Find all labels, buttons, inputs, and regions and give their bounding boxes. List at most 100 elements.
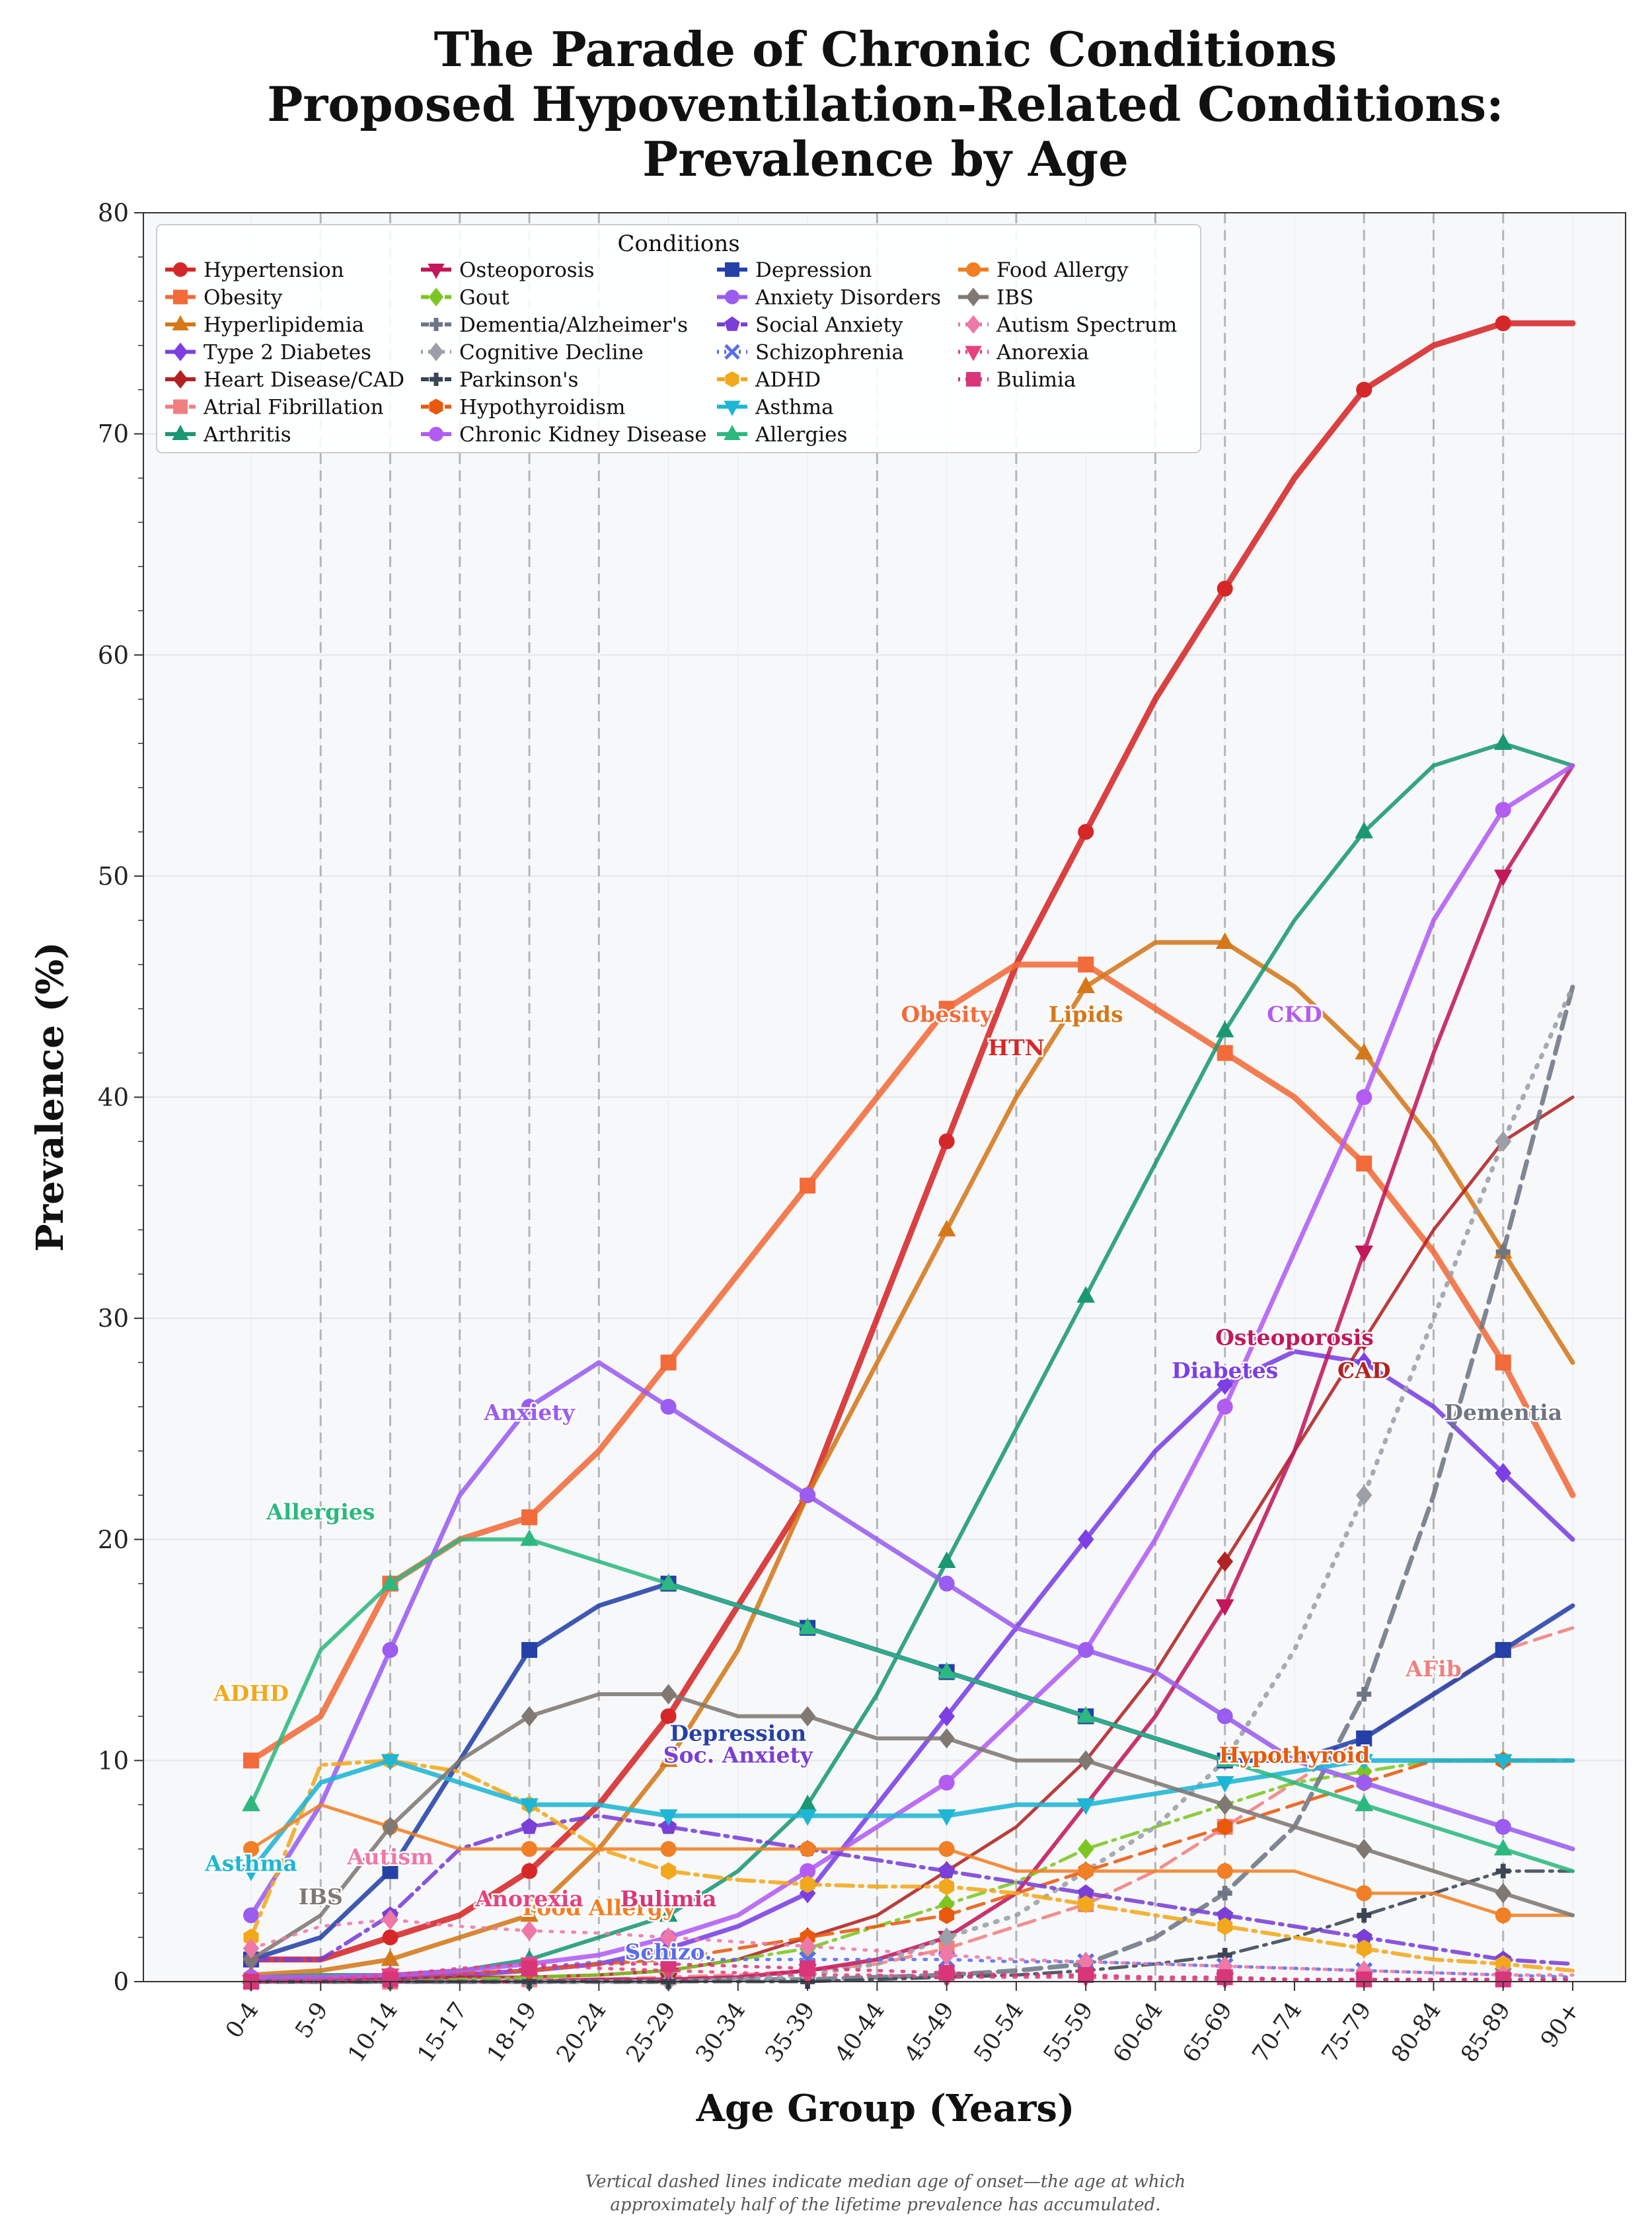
point-ibs: [1495, 1883, 1512, 1904]
x-tick-label: 90+: [1536, 1997, 1585, 2052]
legend-item-gout: Gout: [421, 286, 509, 310]
legend-label-parkinson-s: Parkinson's: [459, 368, 578, 392]
point-type-2-diabetes: [1077, 1529, 1094, 1550]
legend-label-anorexia: Anorexia: [996, 341, 1089, 365]
x-tick-label: 30-34: [691, 1997, 751, 2068]
point-type-2-diabetes: [938, 1706, 955, 1727]
x-tick-label: 50-54: [969, 1997, 1030, 2068]
x-tick-label: 70-74: [1248, 1997, 1308, 2068]
y-tick-label: 20: [98, 1526, 129, 1554]
point-obesity: [521, 1509, 538, 1526]
point-depression: [1356, 1730, 1372, 1746]
legend-marker-parkinson-s: [430, 373, 443, 386]
series-hypertension: [243, 315, 1576, 1968]
point-hypothyroidism: [939, 1906, 955, 1924]
point-heart-disease-cad: [1217, 1551, 1233, 1572]
annotation-bulimia: Bulimia: [620, 1886, 717, 1912]
series-line-hypertension: [248, 320, 1576, 1962]
point-hypertension: [521, 1863, 538, 1879]
x-tick-label: 45-49: [899, 1997, 959, 2068]
point-hypertension: [382, 1929, 398, 1946]
x-tick-label: 60-64: [1108, 1997, 1168, 2068]
point-hypertension: [1356, 381, 1372, 398]
series-asthma: [242, 1754, 1575, 1881]
point-allergies: [520, 1529, 539, 1546]
series-line-anxiety-disorders: [248, 1360, 1575, 1918]
point-food-allergy: [660, 1841, 677, 1857]
point-asthma: [659, 1809, 678, 1826]
legend-label-type-2-diabetes: Type 2 Diabetes: [204, 341, 371, 365]
point-parkinson-s: [1495, 1863, 1511, 1879]
point-arthritis: [659, 1905, 678, 1922]
point-gout: [1077, 1838, 1094, 1859]
point-adhd: [661, 1862, 677, 1880]
legend-item-food-allergy: Food Allergy: [958, 258, 1129, 282]
point-dementia-alzheimer-s: [1495, 1244, 1511, 1259]
point-asthma: [1076, 1798, 1095, 1815]
legend-label-arthritis: Arthritis: [203, 423, 291, 447]
legend-item-hypothyroidism: Hypothyroidism: [421, 396, 625, 420]
point-ibs: [1355, 1838, 1372, 1859]
point-autism-spectrum: [382, 1909, 398, 1930]
point-arthritis: [1355, 821, 1374, 839]
point-adhd: [800, 1875, 815, 1894]
series-ibs: [243, 1684, 1575, 1970]
y-tick-label: 30: [98, 1304, 129, 1333]
point-depression: [1495, 1642, 1511, 1659]
legend-marker-arthritis: [172, 424, 189, 440]
legend-marker-heart-disease-cad: [172, 369, 188, 389]
y-tick-label: 80: [98, 199, 129, 227]
point-hypothyroidism: [1217, 1818, 1233, 1836]
legend-label-heart-disease-cad: Heart Disease/CAD: [204, 368, 404, 392]
x-tick-label: 20-24: [552, 1997, 612, 2068]
legend-item-social-anxiety: Social Anxiety: [717, 313, 903, 337]
x-tick-label: 5-9: [291, 1997, 334, 2043]
x-tick-label: 80-84: [1386, 1997, 1446, 2068]
point-obesity: [800, 1177, 816, 1194]
point-arthritis: [1215, 1020, 1234, 1037]
x-tick-label: 15-17: [413, 1997, 473, 2068]
x-tick-label: 40-44: [830, 1997, 890, 2068]
point-food-allergy: [1356, 1885, 1372, 1902]
point-allergies: [798, 1618, 817, 1635]
series-line-hyperlipidemia: [248, 940, 1575, 1978]
legend-label-depression: Depression: [755, 258, 872, 282]
point-social-anxiety: [659, 1818, 677, 1834]
annotation-depression: Depression: [669, 1720, 806, 1746]
point-asthma: [381, 1754, 400, 1771]
point-food-allergy: [1217, 1863, 1233, 1879]
point-food-allergy: [521, 1841, 538, 1857]
legend-item-heart-disease-cad: Heart Disease/CAD: [165, 368, 404, 392]
legend-label-autism-spectrum: Autism Spectrum: [996, 313, 1177, 337]
point-food-allergy: [938, 1841, 955, 1857]
legend-label-anxiety-disorders: Anxiety Disorders: [755, 286, 941, 310]
legend-item-chronic-kidney-disease: Chronic Kidney Disease: [421, 423, 707, 447]
point-asthma: [1355, 1754, 1374, 1771]
point-adhd: [1356, 1939, 1372, 1958]
legend-item-arthritis: Arthritis: [165, 423, 291, 447]
legend-frame: [156, 224, 1201, 453]
series-allergies: [242, 1529, 1575, 1873]
point-obesity: [1495, 1355, 1511, 1371]
legend-marker-dementia-alzheimer-s: [430, 318, 443, 331]
point-osteoporosis: [1355, 1245, 1374, 1263]
x-tick-label: 25-29: [621, 1997, 681, 2068]
legend-marker-allergies: [724, 424, 741, 440]
point-bulimia: [800, 1960, 816, 1976]
legend-marker-schizophrenia: [724, 344, 740, 360]
legend-marker-depression: [725, 262, 739, 277]
series-line-parkinson-s: [249, 1869, 1575, 1984]
point-anxiety-disorders: [1356, 1774, 1372, 1791]
point-bulimia: [521, 1960, 538, 1976]
annotation-afib: AFib: [1405, 1656, 1462, 1682]
footnote-line-1: Vertical dashed lines indicate median ag…: [585, 2172, 1186, 2192]
y-axis-label: Prevalence (%): [28, 942, 72, 1251]
series-line-hypothyroidism: [249, 1758, 1575, 1979]
series-line-schizophrenia: [249, 1958, 1575, 1984]
series-line-food-allergy: [249, 1803, 1575, 1918]
legend-item-parkinson-s: Parkinson's: [421, 368, 578, 392]
legend-marker-social-anxiety: [724, 316, 740, 331]
series-line-allergies: [249, 1537, 1575, 1873]
legend-marker-chronic-kidney-disease: [429, 427, 443, 441]
